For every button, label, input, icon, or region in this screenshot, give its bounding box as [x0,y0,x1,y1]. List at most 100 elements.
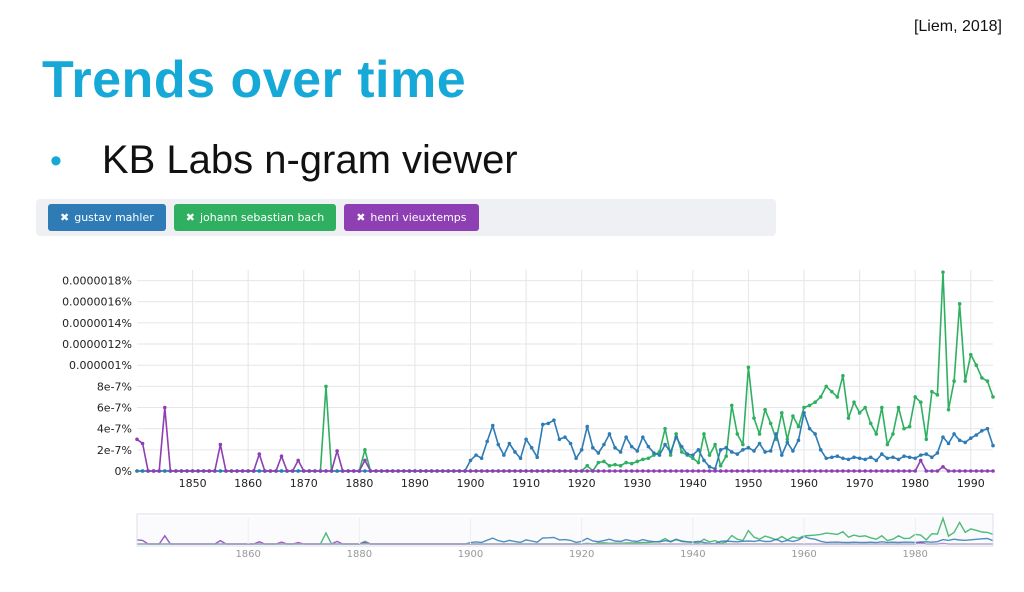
series-line-henri-vieuxtemps[interactable] [136,406,993,472]
data-point-henri-vieuxtemps[interactable] [151,469,156,473]
data-point-gustav-mahler[interactable] [535,455,540,460]
data-point-henri-vieuxtemps[interactable] [679,469,684,473]
data-point-henri-vieuxtemps[interactable] [346,469,351,473]
data-point-henri-vieuxtemps[interactable] [390,469,395,473]
data-point-johann-sebastian-bach[interactable] [674,432,678,436]
data-point-gustav-mahler[interactable] [513,450,517,454]
data-point-johann-sebastian-bach[interactable] [618,463,623,468]
data-point-gustav-mahler[interactable] [963,440,968,445]
data-point-henri-vieuxtemps[interactable] [479,469,484,473]
data-point-henri-vieuxtemps[interactable] [896,469,901,473]
data-point-henri-vieuxtemps[interactable] [452,469,456,473]
data-point-henri-vieuxtemps[interactable] [729,469,734,473]
data-point-johann-sebastian-bach[interactable] [974,363,979,368]
data-point-johann-sebastian-bach[interactable] [752,416,756,420]
data-point-henri-vieuxtemps[interactable] [474,469,478,473]
data-point-johann-sebastian-bach[interactable] [718,463,723,468]
data-point-henri-vieuxtemps[interactable] [363,458,367,463]
data-point-henri-vieuxtemps[interactable] [852,469,856,473]
data-point-gustav-mahler[interactable] [668,450,673,454]
data-point-henri-vieuxtemps[interactable] [263,469,267,473]
data-point-johann-sebastian-bach[interactable] [918,400,923,405]
data-point-henri-vieuxtemps[interactable] [446,469,451,473]
data-point-gustav-mahler[interactable] [502,453,506,457]
data-point-johann-sebastian-bach[interactable] [802,405,806,410]
data-point-gustav-mahler[interactable] [646,444,651,449]
data-point-gustav-mahler[interactable] [918,453,923,457]
data-point-johann-sebastian-bach[interactable] [885,442,890,447]
data-point-gustav-mahler[interactable] [868,455,873,460]
data-point-gustav-mahler[interactable] [924,452,929,456]
data-point-henri-vieuxtemps[interactable] [835,469,840,473]
data-point-henri-vieuxtemps[interactable] [807,469,812,473]
data-point-henri-vieuxtemps[interactable] [824,469,829,473]
data-point-henri-vieuxtemps[interactable] [696,469,701,473]
data-point-gustav-mahler[interactable] [590,445,595,450]
data-point-gustav-mahler[interactable] [635,449,640,453]
data-point-johann-sebastian-bach[interactable] [746,365,751,370]
data-point-henri-vieuxtemps[interactable] [285,469,289,473]
data-point-henri-vieuxtemps[interactable] [185,469,189,473]
data-point-johann-sebastian-bach[interactable] [924,437,929,442]
data-point-johann-sebastian-bach[interactable] [818,395,823,399]
data-point-henri-vieuxtemps[interactable] [568,469,573,473]
data-point-henri-vieuxtemps[interactable] [885,469,890,473]
data-point-henri-vieuxtemps[interactable] [674,469,678,473]
data-point-gustav-mahler[interactable] [496,442,501,447]
data-point-henri-vieuxtemps[interactable] [746,469,751,473]
data-point-henri-vieuxtemps[interactable] [413,469,417,473]
data-point-henri-vieuxtemps[interactable] [846,469,851,473]
data-point-johann-sebastian-bach[interactable] [735,432,740,436]
data-point-henri-vieuxtemps[interactable] [918,458,923,463]
data-point-henri-vieuxtemps[interactable] [379,469,384,473]
data-point-henri-vieuxtemps[interactable] [518,469,523,473]
data-point-henri-vieuxtemps[interactable] [791,469,795,473]
data-point-johann-sebastian-bach[interactable] [874,432,879,436]
data-point-henri-vieuxtemps[interactable] [596,469,601,473]
data-point-gustav-mahler[interactable] [880,452,884,456]
data-point-johann-sebastian-bach[interactable] [807,403,812,408]
data-point-henri-vieuxtemps[interactable] [296,458,300,463]
data-point-henri-vieuxtemps[interactable] [685,469,690,473]
data-point-gustav-mahler[interactable] [529,445,534,450]
data-point-henri-vieuxtemps[interactable] [407,469,412,473]
data-point-henri-vieuxtemps[interactable] [140,441,145,446]
data-point-gustav-mahler[interactable] [296,469,300,473]
data-point-henri-vieuxtemps[interactable] [524,469,528,473]
data-point-henri-vieuxtemps[interactable] [713,469,717,473]
data-point-henri-vieuxtemps[interactable] [768,469,773,473]
data-point-gustav-mahler[interactable] [802,411,806,415]
data-point-henri-vieuxtemps[interactable] [613,469,617,473]
data-point-gustav-mahler[interactable] [746,445,751,450]
data-point-johann-sebastian-bach[interactable] [646,456,651,461]
data-point-gustav-mahler[interactable] [891,455,895,460]
data-point-gustav-mahler[interactable] [874,458,879,463]
data-point-gustav-mahler[interactable] [952,432,956,436]
data-point-gustav-mahler[interactable] [641,435,645,439]
data-point-gustav-mahler[interactable] [162,469,167,473]
data-point-gustav-mahler[interactable] [863,457,867,462]
data-point-henri-vieuxtemps[interactable] [324,469,328,473]
data-point-gustav-mahler[interactable] [685,452,690,456]
data-point-gustav-mahler[interactable] [629,444,634,449]
data-point-henri-vieuxtemps[interactable] [207,469,212,473]
data-point-henri-vieuxtemps[interactable] [763,469,767,473]
data-point-johann-sebastian-bach[interactable] [930,389,934,394]
data-point-johann-sebastian-bach[interactable] [585,463,590,468]
data-point-henri-vieuxtemps[interactable] [290,469,295,473]
data-point-henri-vieuxtemps[interactable] [257,452,262,456]
data-point-henri-vieuxtemps[interactable] [279,454,284,458]
data-point-gustav-mahler[interactable] [907,455,912,460]
data-point-henri-vieuxtemps[interactable] [968,469,973,473]
data-point-johann-sebastian-bach[interactable] [891,432,895,436]
data-point-johann-sebastian-bach[interactable] [913,395,917,399]
data-point-henri-vieuxtemps[interactable] [196,469,200,473]
data-point-gustav-mahler[interactable] [657,453,662,457]
data-point-henri-vieuxtemps[interactable] [552,469,556,473]
data-point-johann-sebastian-bach[interactable] [846,416,851,420]
data-point-johann-sebastian-bach[interactable] [824,384,829,389]
data-point-gustav-mahler[interactable] [980,429,984,433]
data-point-johann-sebastian-bach[interactable] [363,448,367,452]
data-point-henri-vieuxtemps[interactable] [590,469,595,473]
data-point-gustav-mahler[interactable] [902,454,906,458]
